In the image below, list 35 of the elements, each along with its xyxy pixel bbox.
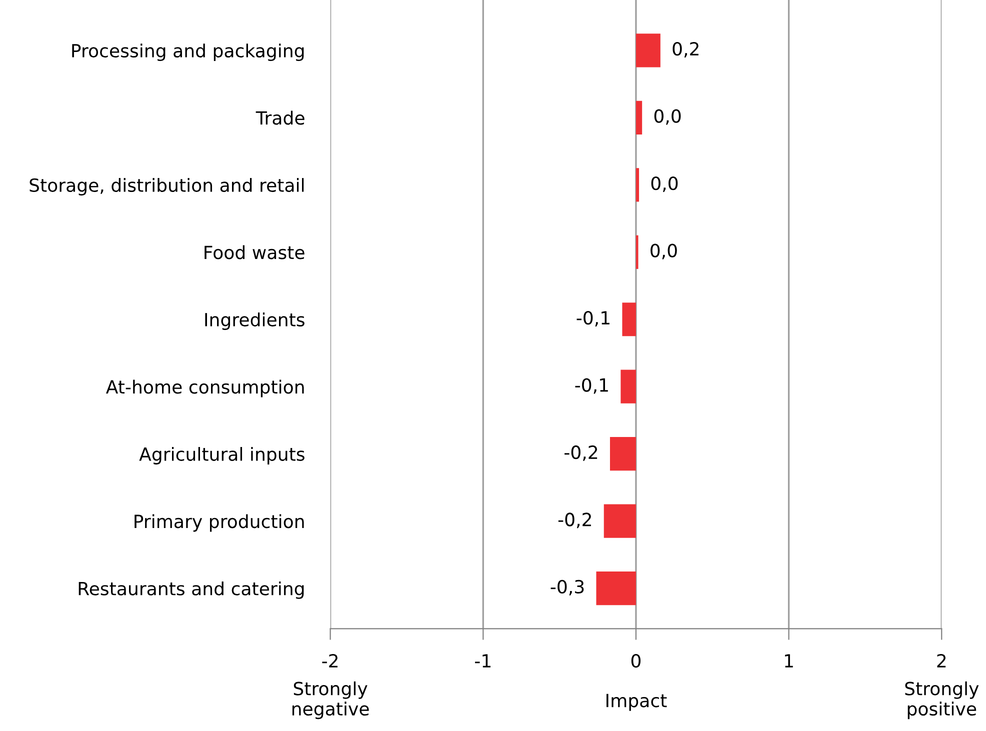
y-tick-label: Ingredients	[205, 312, 304, 330]
text: Strongly positive	[905, 681, 979, 720]
data-label: 0,0	[654, 109, 681, 125]
data-label: -0,1	[575, 378, 608, 394]
y-tick-label: Agricultural inputs	[139, 446, 304, 464]
y-tick-label: Trade	[256, 110, 304, 125]
y-tick-label: Processing and packaging	[72, 44, 304, 62]
bar	[610, 437, 636, 471]
data-label: 0,2	[672, 42, 698, 58]
bar	[622, 302, 636, 336]
y-tick-label: Storage, distribution and retail	[30, 178, 304, 196]
bar	[636, 100, 642, 134]
data-label: -0,2	[564, 445, 598, 461]
data-label: 0,0	[651, 176, 678, 192]
y-tick-label: At-home consumption	[106, 380, 304, 398]
data-label: -0,3	[550, 580, 584, 596]
data-label: -0,2	[558, 512, 591, 528]
bar	[636, 34, 660, 68]
x-tick-label: -1	[475, 654, 490, 668]
y-tick-label: Restaurants and catering	[78, 581, 304, 599]
x-tick-label: 0	[631, 654, 641, 668]
text: Strongly negative	[292, 681, 369, 720]
bar	[620, 370, 636, 404]
bar	[596, 572, 636, 606]
bar	[636, 168, 640, 202]
data-label: -0,1	[576, 310, 610, 326]
x-tick-label: -2	[322, 654, 338, 668]
bar	[604, 504, 636, 538]
y-tick-label: Primary production	[134, 514, 304, 532]
x-tick-label: 1	[785, 654, 793, 668]
data-label: 0,0	[650, 244, 677, 260]
bar	[636, 235, 638, 269]
y-tick-label: Food waste	[204, 245, 304, 260]
x-tick-label: 2	[937, 654, 946, 668]
x-axis-title: Impact	[606, 694, 667, 711]
